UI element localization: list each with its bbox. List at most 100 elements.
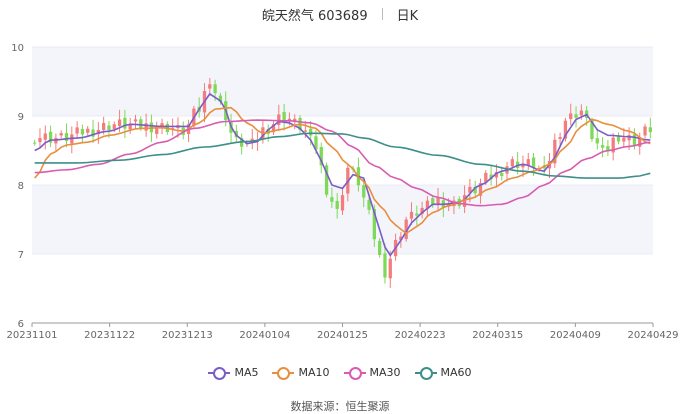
- candle-body: [383, 253, 387, 278]
- candle-body: [335, 200, 339, 209]
- x-tick-label: 20240125: [317, 330, 368, 341]
- legend-item-ma30[interactable]: MA30: [343, 366, 401, 380]
- candle-body: [521, 163, 525, 168]
- candle-body: [133, 119, 138, 122]
- candle-body: [144, 123, 148, 131]
- candle-body: [616, 135, 621, 142]
- candle-body: [425, 200, 430, 209]
- candle-body: [415, 213, 419, 216]
- candle-body: [155, 127, 159, 135]
- x-tick-label: 20240223: [395, 330, 446, 341]
- ma-line-ma10: [34, 106, 651, 235]
- candle-body: [378, 240, 382, 255]
- candle-body: [606, 146, 610, 152]
- candle-body: [91, 129, 95, 137]
- legend-item-ma10[interactable]: MA10: [272, 366, 330, 380]
- candle-body: [213, 84, 217, 94]
- candle-body: [648, 127, 652, 133]
- candle-body: [330, 197, 334, 202]
- period-label: 日K: [396, 8, 419, 24]
- candle-body: [277, 114, 281, 125]
- candle-body: [324, 165, 329, 195]
- candle-body: [112, 124, 116, 130]
- candle-body: [86, 128, 90, 133]
- ma-line-ma5: [34, 92, 651, 257]
- candle-body: [579, 110, 583, 116]
- candle-body: [314, 136, 318, 150]
- candle-body: [478, 183, 483, 196]
- candle-body: [489, 174, 493, 180]
- candle-body: [569, 113, 573, 120]
- candle-body: [123, 117, 127, 129]
- candle-body: [96, 129, 100, 135]
- candle-body: [117, 119, 122, 126]
- legend-item-ma5[interactable]: MA5: [208, 366, 259, 380]
- legend-dot: [277, 366, 291, 380]
- candle-body: [600, 145, 605, 148]
- legend-swatch-ma5: [208, 366, 231, 380]
- x-tick-label: 20231213: [162, 330, 213, 341]
- candle-body: [553, 139, 557, 164]
- candle-body: [33, 142, 37, 144]
- candle-body: [128, 123, 132, 130]
- candle-body: [139, 119, 143, 129]
- legend-label: MA60: [440, 366, 472, 379]
- candle-body: [208, 84, 212, 89]
- candle-body: [107, 125, 111, 130]
- candle-body: [64, 133, 69, 142]
- candle-body: [542, 165, 546, 169]
- candle-body: [282, 111, 286, 121]
- candle-body: [287, 118, 292, 121]
- candle-body: [372, 209, 376, 240]
- legend-label: MA30: [369, 366, 401, 379]
- candle-body: [38, 138, 42, 143]
- legend: MA5 MA10 MA30 MA60: [0, 366, 680, 380]
- candle-body: [622, 137, 626, 142]
- x-tick-label: 20240429: [628, 330, 679, 341]
- candle-body: [473, 186, 477, 194]
- legend-dot: [419, 366, 433, 380]
- candle-body: [218, 95, 223, 102]
- legend-label: MA10: [298, 366, 330, 379]
- legend-swatch-ma30: [343, 366, 366, 380]
- candle-body: [319, 147, 323, 166]
- candle-body: [340, 195, 345, 211]
- y-tick-label: 9: [18, 112, 24, 123]
- candle-body: [436, 197, 440, 205]
- candle-body: [388, 258, 392, 279]
- candle-body: [611, 137, 615, 153]
- grid-band: [32, 47, 653, 116]
- candle-body: [309, 128, 313, 136]
- candle-body: [303, 130, 307, 132]
- candle-body: [43, 133, 47, 140]
- candle-body: [484, 172, 488, 183]
- candle-body: [409, 211, 414, 219]
- candle-body: [563, 120, 568, 139]
- x-tick-label: 20240104: [239, 330, 290, 341]
- y-tick-label: 6: [18, 319, 24, 330]
- legend-dot: [348, 366, 362, 380]
- legend-swatch-ma60: [414, 366, 437, 380]
- candle-body: [526, 159, 530, 166]
- ma-line-ma60: [34, 132, 651, 179]
- candle-body: [468, 186, 472, 193]
- candle-body: [632, 134, 637, 146]
- candle-body: [80, 129, 85, 135]
- candle-body: [638, 137, 642, 147]
- candle-body: [462, 195, 467, 207]
- candle-body: [160, 123, 164, 127]
- candle-body: [595, 138, 599, 144]
- candle-body: [102, 122, 106, 130]
- legend-label: MA5: [234, 366, 259, 379]
- candle-body: [48, 131, 53, 143]
- x-tick-label: 20240409: [550, 330, 601, 341]
- candle-body: [399, 236, 403, 240]
- title-divider: [381, 8, 383, 20]
- candle-body: [431, 198, 435, 205]
- candle-body: [558, 137, 562, 139]
- legend-item-ma60[interactable]: MA60: [414, 366, 472, 380]
- candle-body: [59, 133, 63, 136]
- candle-body: [420, 207, 424, 214]
- data-source: 数据来源：恒生聚源: [290, 400, 390, 413]
- x-tick-label: 20240315: [472, 330, 523, 341]
